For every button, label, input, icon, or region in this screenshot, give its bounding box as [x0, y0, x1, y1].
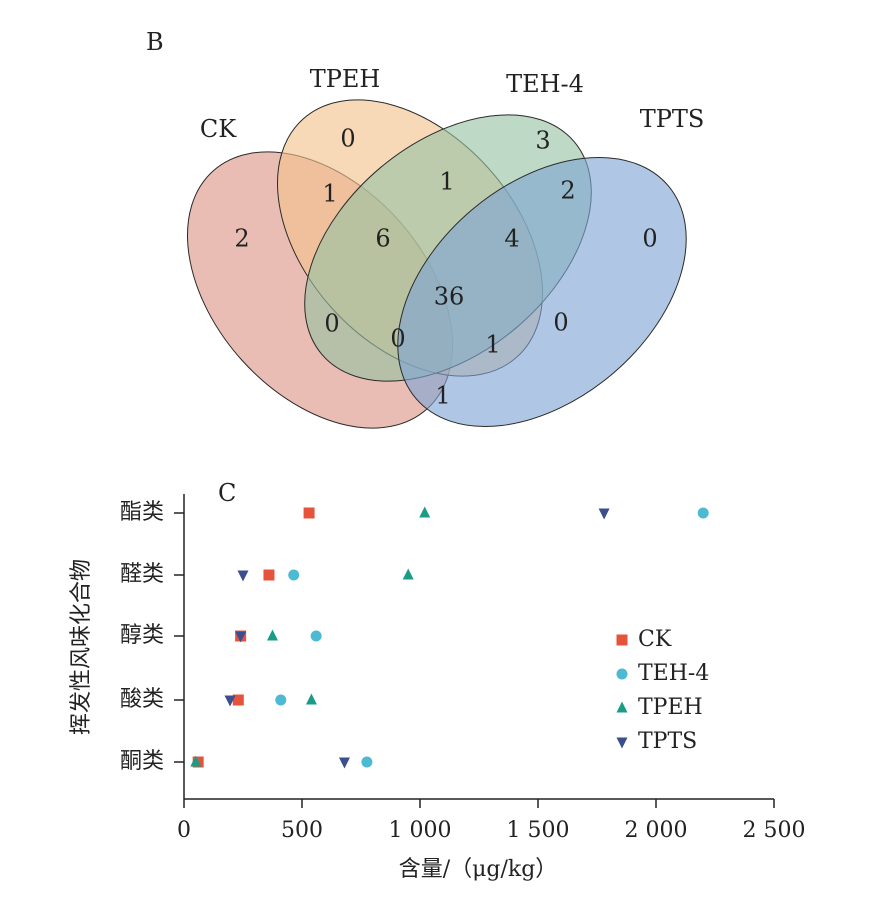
venn-region-ck-teh-4-tpts: 0: [390, 325, 405, 353]
venn-region-teh-4: 3: [535, 127, 550, 155]
point-tpeh: [190, 755, 202, 767]
legend-label-tpeh: TPEH: [638, 695, 703, 720]
venn-region-ck-tpeh: 1: [322, 180, 337, 208]
point-ck: [263, 569, 275, 581]
venn-region-tpeh: 0: [340, 125, 355, 153]
venn-label-tpts: TPTS: [640, 105, 705, 133]
point-teh-4: [275, 694, 287, 706]
point-tpeh: [267, 629, 278, 641]
legend-marker-tpts: [616, 737, 628, 749]
legend: CK TEH-4 TPEH TPTS: [616, 627, 709, 754]
scatter-chart: C 酮类 酸类 醇类 醛类 酯类 0 500 1 000 1 500 2 000 2 500 CK…: [69, 479, 805, 882]
venn-region-tpts: 0: [642, 225, 657, 253]
legend-marker-teh-4: [616, 668, 628, 680]
point-ck: [232, 694, 244, 706]
venn-region-tpeh-teh-4-tpts: 4: [504, 225, 519, 253]
x-tick-label: 500: [281, 818, 323, 843]
legend-marker-ck: [616, 634, 628, 646]
point-tpts: [235, 631, 247, 643]
x-tick-label: 0: [177, 818, 191, 843]
y-tick-label: 酯类: [120, 500, 164, 525]
x-tick-label: 1 500: [507, 818, 570, 843]
legend-label-ck: CK: [638, 627, 672, 652]
venn-region-ck-tpts: 1: [435, 382, 450, 410]
y-tick-label: 酮类: [120, 749, 164, 774]
x-axis-title: 含量/（μg/kg）: [399, 857, 558, 882]
venn-region-teh-4-tpts: 2: [560, 177, 575, 205]
point-tpeh: [419, 506, 431, 518]
venn-set-tpts: [397, 156, 687, 428]
panel-label-c: C: [218, 479, 236, 507]
panel-label-b: B: [146, 28, 164, 56]
point-teh-4: [697, 507, 709, 519]
x-tick-label: 1 000: [389, 818, 452, 843]
point-teh-4: [288, 569, 300, 581]
legend-label-tpts: TPTS: [638, 729, 697, 754]
point-tpts: [237, 570, 249, 582]
y-tick-label: 酸类: [120, 687, 164, 712]
point-teh-4: [361, 756, 373, 768]
legend-marker-tpeh: [616, 701, 628, 713]
venn-label-teh-4: TEH-4: [506, 70, 584, 98]
venn-region-tpeh-teh-4: 1: [439, 168, 454, 196]
venn-label-ck: CK: [200, 115, 237, 143]
x-tick-label: 2 000: [625, 818, 688, 843]
point-tpts: [338, 757, 350, 769]
venn-region-ck-tpeh-teh-4: 6: [375, 225, 390, 253]
venn-label-tpeh: TPEH: [310, 65, 381, 93]
point-tpts: [224, 695, 236, 707]
point-ck: [303, 507, 315, 519]
venn-region-ck-teh-4: 0: [324, 310, 339, 338]
point-tpts: [598, 508, 610, 520]
venn-region-ck-tpeh-teh-4-tpts: 36: [434, 283, 465, 311]
point-teh-4: [310, 630, 322, 642]
y-tick-label: 醇类: [120, 623, 164, 648]
y-axis-title: 挥发性风味化合物: [69, 559, 94, 735]
legend-label-teh-4: TEH-4: [638, 661, 709, 686]
x-tick-label: 2 500: [743, 818, 806, 843]
point-tpeh: [305, 693, 317, 705]
y-tick-label: 醛类: [120, 562, 164, 587]
venn-region-ck-tpeh-tpts: 1: [485, 331, 500, 359]
point-tpeh: [402, 568, 414, 580]
venn-region-ck: 2: [234, 225, 249, 253]
venn-region-tpeh-tpts: 0: [553, 309, 568, 337]
